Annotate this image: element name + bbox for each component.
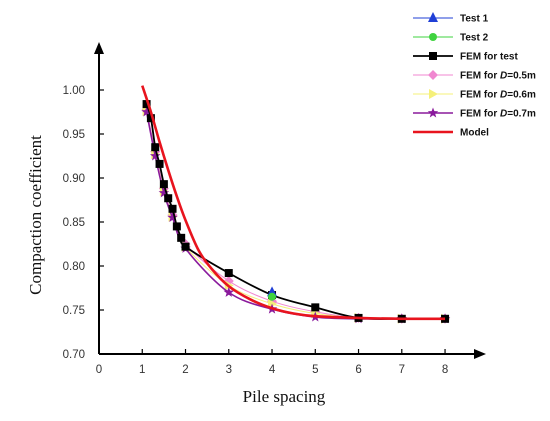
series-line-model [141,85,446,321]
legend-label-fem-for-d-0-5m: FEM for D=0.5m [460,71,536,82]
legend-entry-fem-for-d-0-7m: FEM for D=0.7m [413,107,536,120]
data-point-fem-for-test [311,303,320,312]
legend-label-test-1: Test 1 [460,14,489,25]
series-line-fem-for-test [145,103,446,320]
series-test-2 [268,292,277,301]
data-point-fem-for-test [155,159,164,168]
series-fem-for-test [142,100,450,323]
x-tick-label: 7 [399,364,405,376]
legend-marker-fem-for-test [429,52,437,60]
data-point-fem-for-d-0-7m [150,150,161,161]
x-tick-label: 6 [355,364,361,376]
y-axis-arrow [94,42,104,54]
data-point-fem-for-test [142,100,151,109]
data-point-fem-for-d-0-7m [223,286,234,297]
data-point-fem-for-d-0-7m [167,212,178,223]
legend-marker-fem-for-d-0-5m [428,70,438,80]
data-point-fem-for-test [151,143,160,152]
legend-marker-fem-for-d-0-7m [427,107,439,118]
legend-label-part: =0.5m [507,71,536,82]
legend-marker-test-1 [428,12,438,22]
y-axis-title: Compaction coefficient [26,135,45,295]
y-tick-label: 0.75 [63,305,85,317]
data-point-fem-for-d-0-7m [158,187,170,198]
x-tick-label: 1 [139,364,145,376]
legend-marker-fem-for-d-0-6m [429,89,438,99]
data-point-fem-for-test [159,180,168,189]
series-line-fem-for-d-0-6m [146,111,446,320]
y-tick-label: 0.85 [63,217,85,229]
legend-label-part: FEM for [460,71,500,82]
axes: 0 1 2 3 4 5 6 7 8 0.70 0.75 0.80 0.85 0.90 0.95 1.00 [63,42,486,376]
legend-label-model: Model [460,128,489,139]
legend-label-fem-for-d-0-6m: FEM for D=0.6m [460,90,536,101]
x-tick-label: 3 [226,364,232,376]
x-tick-label: 4 [269,364,276,376]
series-model [141,85,446,321]
data-point-test-2 [268,292,277,301]
legend-label-part: D [500,71,507,82]
data-point-fem-for-test [224,269,233,278]
x-tick-label: 8 [442,364,448,376]
y-tick-label: 1.00 [63,85,85,97]
y-tick-label: 0.90 [63,173,85,185]
legend-label-fem-for-test: FEM for test [460,52,518,63]
legend-label-part: FEM for [460,90,500,101]
series-line-fem-for-d-0-7m [145,111,446,320]
plot-area [141,85,451,324]
data-point-fem-for-test [164,194,173,203]
y-tick-label: 0.80 [63,261,85,273]
series-fem-for-d-0-7m [141,106,451,324]
legend-label-part: D [500,109,507,120]
legend-label-part: =0.6m [507,90,536,101]
legend-entry-fem-for-d-0-6m: FEM for D=0.6m [413,89,536,101]
legend-entry-test-1: Test 1 [413,12,489,25]
x-axis-title: Pile spacing [243,387,326,406]
legend-label-test-2: Test 2 [460,33,489,44]
legend-entry-fem-for-d-0-5m: FEM for D=0.5m [413,70,536,82]
legend-label-fem-for-d-0-7m: FEM for D=0.7m [460,109,536,120]
x-tick-label: 5 [312,364,318,376]
data-point-fem-for-test [181,242,190,251]
legend-marker-test-2 [429,33,437,41]
y-tick-label: 0.70 [63,349,85,361]
legend-label-part: FEM for [460,109,500,120]
legend-label-part: D [500,90,507,101]
data-point-fem-for-test [172,222,181,231]
legend-entry-model: Model [413,128,489,139]
data-point-fem-for-test [168,204,177,213]
x-tick-label: 0 [96,364,102,376]
data-point-fem-for-test [146,114,155,123]
series-fem-for-d-0-5m [141,104,451,324]
data-point-fem-for-test [177,233,186,242]
series-fem-for-d-0-6m [142,106,451,324]
legend-label-part: =0.7m [507,109,536,120]
x-axis-arrow [474,349,486,359]
x-tick-label: 2 [182,364,188,376]
y-tick-label: 0.95 [63,129,85,141]
data-point-fem-for-d-0-7m [141,106,152,117]
legend-entry-fem-for-test: FEM for test [413,52,518,63]
series-line-fem-for-d-0-5m [146,109,446,320]
legend-entry-test-2: Test 2 [413,33,489,44]
